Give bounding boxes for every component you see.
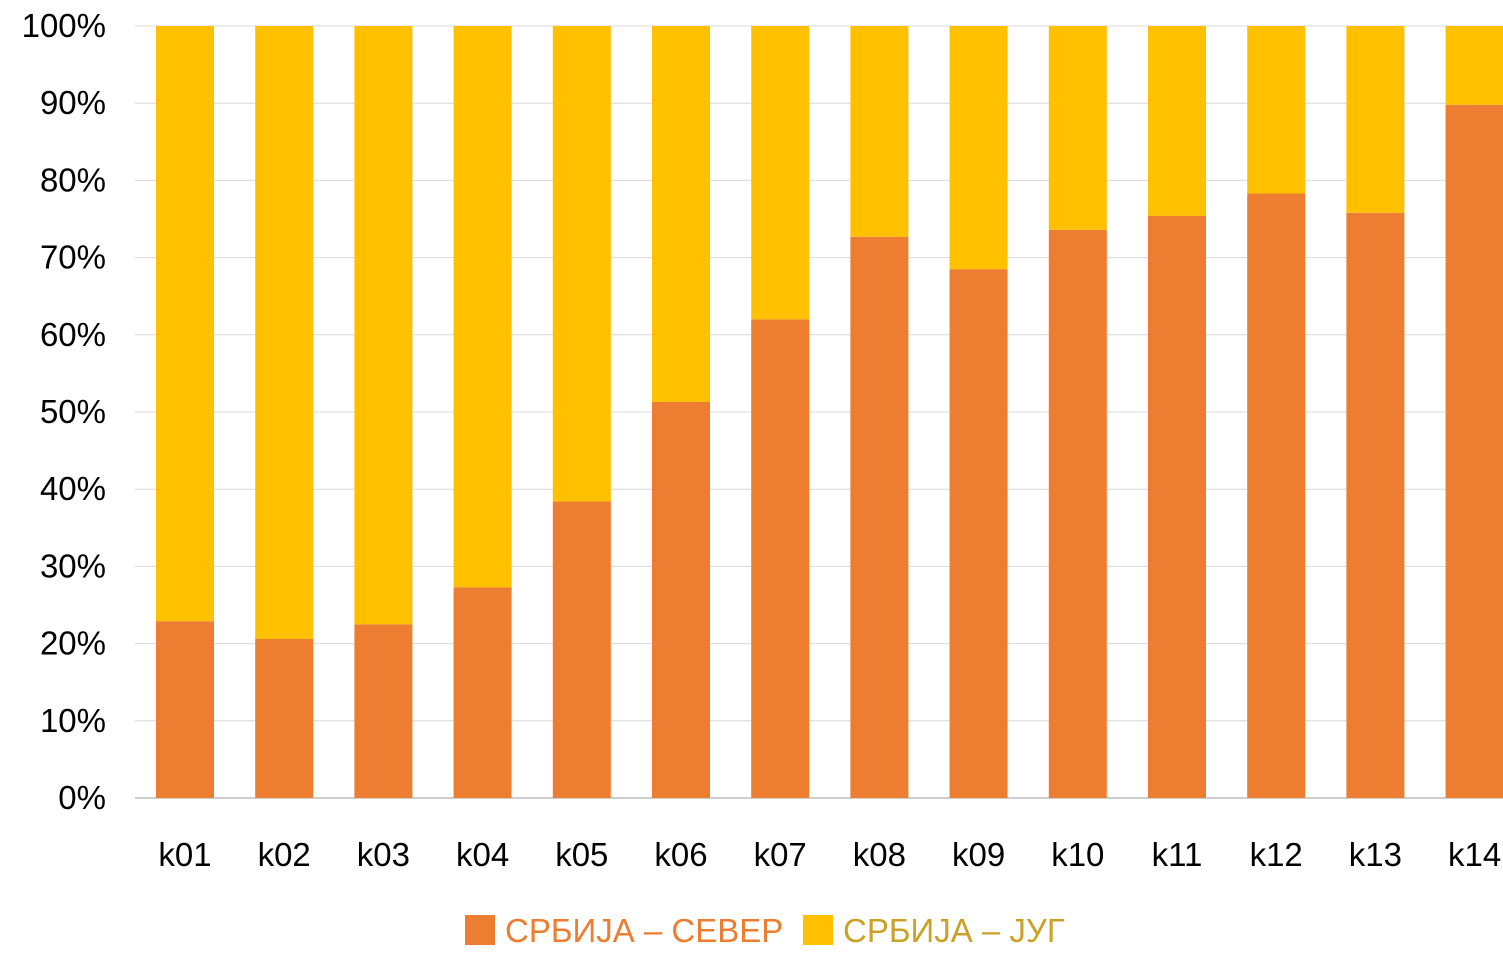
- bar-sever-k10: [1048, 229, 1107, 799]
- bar-sever-k07: [751, 319, 810, 798]
- y-tick-label: 100%: [22, 7, 106, 44]
- bar-sever-k14: [1445, 104, 1503, 798]
- y-tick-label: 30%: [40, 547, 106, 584]
- legend-swatch-jug: [803, 915, 833, 945]
- bar-sever-k04: [453, 587, 512, 798]
- x-tick-label: k14: [1448, 836, 1501, 873]
- x-tick-label: k07: [754, 836, 807, 873]
- legend-swatch-sever: [465, 915, 495, 945]
- x-tick-label: k13: [1349, 836, 1402, 873]
- legend: СРБИЈА – СЕВЕР СРБИЈА – ЈУГ: [465, 912, 1065, 949]
- bar-jug-k07: [751, 26, 810, 320]
- x-tick-label: k05: [555, 836, 608, 873]
- bar-jug-k10: [1048, 26, 1107, 230]
- y-tick-label: 70%: [40, 239, 106, 276]
- x-tick-label: k02: [258, 836, 311, 873]
- x-tick-label: k04: [456, 836, 509, 873]
- y-tick-label: 90%: [40, 84, 106, 121]
- bar-jug-k03: [354, 26, 413, 625]
- bar-jug-k14: [1445, 26, 1503, 105]
- bar-jug-k01: [156, 26, 214, 622]
- bar-sever-k09: [949, 269, 1008, 798]
- x-axis-tick-labels: k01 k02 k03 k04 k05 k06 k07 k08 k09 k10 k11 k12 k13 k…: [158, 836, 1501, 873]
- bar-sever-k12: [1247, 193, 1306, 799]
- bar-sever-k08: [850, 236, 909, 799]
- y-tick-label: 80%: [40, 161, 106, 198]
- y-tick-label: 50%: [40, 393, 106, 430]
- y-tick-label: 0%: [58, 779, 106, 816]
- y-axis-tick-labels: 0% 10% 20% 30% 40% 50% 60% 70% 80% 90% 100%: [22, 7, 106, 816]
- bar-sever-k05: [552, 501, 611, 798]
- bar-jug-k13: [1346, 26, 1405, 213]
- x-tick-label: k12: [1250, 836, 1303, 873]
- legend-label-jug: СРБИЈА – ЈУГ: [843, 912, 1065, 949]
- bar-sever-k01: [156, 621, 214, 798]
- bar-sever-k11: [1148, 215, 1206, 799]
- bar-jug-k08: [850, 26, 909, 237]
- bar-jug-k02: [255, 26, 314, 639]
- legend-label-sever: СРБИЈА – СЕВЕР: [505, 912, 783, 949]
- bar-jug-k05: [552, 26, 611, 502]
- x-tick-label: k10: [1051, 836, 1104, 873]
- bars: [156, 26, 1503, 799]
- bar-jug-k12: [1247, 26, 1306, 194]
- bar-sever-k13: [1346, 212, 1405, 799]
- y-tick-label: 40%: [40, 470, 106, 507]
- bar-sever-k03: [354, 624, 413, 798]
- bar-jug-k11: [1148, 26, 1206, 216]
- x-tick-label: k08: [853, 836, 906, 873]
- bar-sever-k02: [255, 638, 314, 798]
- x-tick-label: k06: [654, 836, 707, 873]
- bar-jug-k09: [949, 26, 1008, 270]
- x-tick-label: k09: [952, 836, 1005, 873]
- y-tick-label: 10%: [40, 702, 106, 739]
- x-tick-label: k11: [1152, 836, 1203, 873]
- y-tick-label: 20%: [40, 625, 106, 662]
- bar-jug-k06: [652, 26, 710, 402]
- bar-jug-k04: [453, 26, 512, 588]
- bar-sever-k06: [652, 401, 710, 798]
- x-tick-label: k01: [158, 836, 211, 873]
- y-tick-label: 60%: [40, 316, 106, 353]
- x-tick-label: k03: [357, 836, 410, 873]
